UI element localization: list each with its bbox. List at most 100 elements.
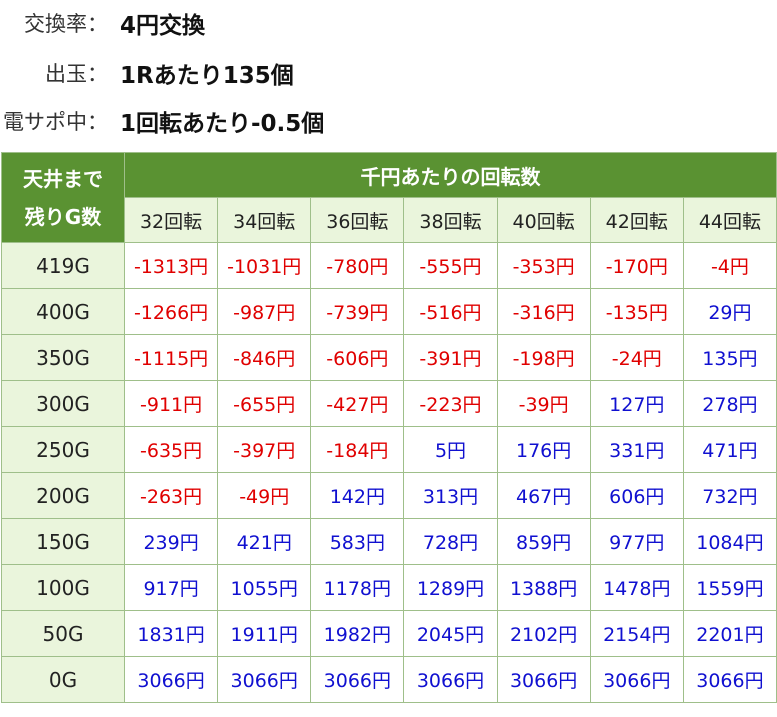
table-row: 150G 239円 421円 583円 728円 859円 977円 1084円: [1, 518, 777, 565]
table-cell: -911円: [123, 380, 219, 427]
table-cell: -606円: [310, 334, 405, 381]
table-cell: -635円: [123, 426, 219, 473]
table-cell: 142円: [310, 472, 405, 519]
table-cell: 3066円: [589, 656, 684, 703]
table-cell: -397円: [217, 426, 312, 473]
table-cell: 313円: [403, 472, 498, 519]
table-cell: 1831円: [123, 610, 219, 657]
table-cell: 977円: [589, 518, 684, 565]
table-cell: -1031円: [217, 242, 312, 289]
table-cell: 3066円: [310, 656, 405, 703]
table-cell: -39円: [496, 380, 591, 427]
table-cell: -135円: [589, 288, 684, 335]
table-cell: -555円: [403, 242, 498, 289]
table-cell: -184円: [310, 426, 405, 473]
column-header: 32回転: [123, 197, 219, 243]
table-cell: -1115円: [123, 334, 219, 381]
table-body: 419G -1313円 -1031円 -780円 -555円 -353円 -170円 -4円 4…: [1, 242, 777, 703]
table-cell: 1289円: [403, 564, 498, 611]
support-value: 1回転あたり-0.5個: [120, 111, 325, 137]
spec-info: 交換率： 4円交換 出玉： 1Rあたり135個 電サポ中： 1回転あたり-0.5…: [0, 0, 777, 152]
table-cell: 859円: [496, 518, 591, 565]
row-header: 350G: [1, 334, 125, 381]
table-cell: 1911円: [217, 610, 312, 657]
table-cell: 176円: [496, 426, 591, 473]
table-cell: 1055円: [217, 564, 312, 611]
table-cell: -427円: [310, 380, 405, 427]
table-cell: 583円: [310, 518, 405, 565]
table-cell: 467円: [496, 472, 591, 519]
corner-line-1: 天井まで: [23, 166, 103, 191]
expected-value-table: 天井まで 残りG数 千円あたりの回転数 32回転 34回転 36回転 38回転 40回転…: [1, 152, 777, 703]
table-cell: 1982円: [310, 610, 405, 657]
table-cell: -739円: [310, 288, 405, 335]
table-cell: 3066円: [682, 656, 777, 703]
table-cell: -316円: [496, 288, 591, 335]
table-cell: 3066円: [217, 656, 312, 703]
table-cell: 1178円: [310, 564, 405, 611]
table-cell: 917円: [123, 564, 219, 611]
table-cell: 3066円: [403, 656, 498, 703]
row-header: 0G: [1, 656, 125, 703]
table-row: 300G -911円 -655円 -427円 -223円 -39円 127円 278円: [1, 380, 777, 427]
exchange-rate-label: 交換率：: [24, 12, 108, 36]
table-cell: -263円: [123, 472, 219, 519]
table-cell: -391円: [403, 334, 498, 381]
table-cell: 1478円: [589, 564, 684, 611]
row-header: 250G: [1, 426, 125, 473]
remaining-games-header: 天井まで 残りG数: [1, 152, 125, 243]
table-cell: -1266円: [123, 288, 219, 335]
table-row: 350G -1115円 -846円 -606円 -391円 -198円 -24円 135円: [1, 334, 777, 381]
table-cell: -4円: [682, 242, 777, 289]
table-cell: 1559円: [682, 564, 777, 611]
column-header-row: 32回転 34回転 36回転 38回転 40回転 42回転 44回転: [2, 197, 777, 243]
corner-line-2: 残りG数: [24, 204, 102, 229]
table-cell: -987円: [217, 288, 312, 335]
row-header: 150G: [1, 518, 125, 565]
payout-value: 1Rあたり135個: [120, 63, 294, 89]
table-cell: 606円: [589, 472, 684, 519]
column-header: 44回転: [682, 197, 777, 243]
table-cell: -198円: [496, 334, 591, 381]
table-cell: -780円: [310, 242, 405, 289]
column-header: 40回転: [496, 197, 591, 243]
exchange-rate-value: 4円交換: [120, 13, 206, 39]
table-cell: 732円: [682, 472, 777, 519]
table-cell: 471円: [682, 426, 777, 473]
column-header: 36回転: [310, 197, 405, 243]
table-cell: 1388円: [496, 564, 591, 611]
table-cell: 2045円: [403, 610, 498, 657]
exchange-rate-row: 交換率： 4円交換: [0, 0, 777, 46]
table-cell: 2154円: [589, 610, 684, 657]
table-cell: 2102円: [496, 610, 591, 657]
table-cell: 239円: [123, 518, 219, 565]
payout-row: 出玉： 1Rあたり135個: [0, 50, 777, 96]
table-cell: 3066円: [123, 656, 219, 703]
row-header: 419G: [1, 242, 125, 289]
table-row: 250G -635円 -397円 -184円 5円 176円 331円 471円: [1, 426, 777, 473]
payout-label: 出玉：: [45, 62, 108, 86]
table-cell: 1084円: [682, 518, 777, 565]
row-header: 100G: [1, 564, 125, 611]
table-cell: -24円: [589, 334, 684, 381]
table-cell: 135円: [682, 334, 777, 381]
column-header: 34回転: [217, 197, 312, 243]
table-cell: 127円: [589, 380, 684, 427]
table-cell: 421円: [217, 518, 312, 565]
column-header: 42回転: [589, 197, 684, 243]
table-cell: 331円: [589, 426, 684, 473]
spins-per-1000-header: 千円あたりの回転数: [124, 152, 777, 198]
table-row: 400G -1266円 -987円 -739円 -516円 -316円 -135円 29円: [1, 288, 777, 335]
support-label: 電サポ中：: [3, 110, 108, 134]
table-row: 419G -1313円 -1031円 -780円 -555円 -353円 -170円 -4円: [1, 242, 777, 289]
row-header: 300G: [1, 380, 125, 427]
table-cell: -655円: [217, 380, 312, 427]
table-cell: -170円: [589, 242, 684, 289]
table-cell: 29円: [682, 288, 777, 335]
support-row: 電サポ中： 1回転あたり-0.5個: [0, 98, 777, 144]
table-cell: 278円: [682, 380, 777, 427]
table-row: 100G 917円 1055円 1178円 1289円 1388円 1478円 1559円: [1, 564, 777, 611]
table-cell: -353円: [496, 242, 591, 289]
row-header: 50G: [1, 610, 125, 657]
table-cell: -846円: [217, 334, 312, 381]
